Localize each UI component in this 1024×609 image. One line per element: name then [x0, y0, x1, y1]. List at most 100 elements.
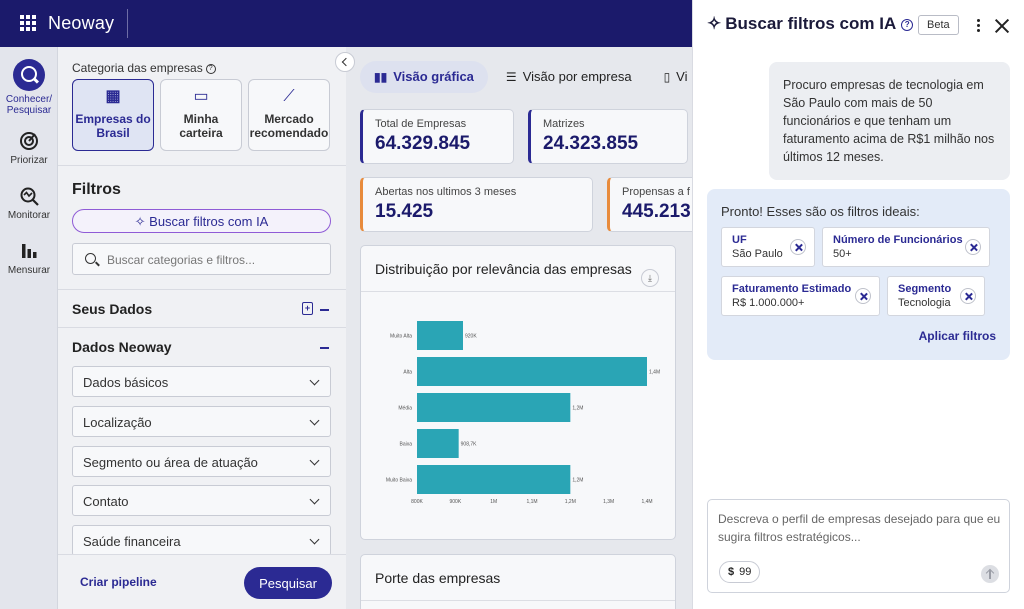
kpi-propensas: Propensas a f 445.213	[607, 177, 692, 232]
collapse-icon[interactable]	[320, 309, 329, 311]
tab-visao-por-empresa[interactable]: ☰ Visão por empresa	[492, 61, 646, 93]
rail-item-label: Priorizar	[10, 155, 48, 166]
porte-card-title: Porte das empresas	[375, 570, 501, 586]
chart-card-title: Distribuição por relevância das empresas	[375, 261, 632, 277]
porte-card: Porte das empresas	[360, 554, 676, 609]
chevron-down-icon	[309, 415, 320, 426]
data-label: 920K	[465, 334, 477, 340]
filter-panel: Categoria das empresas? ▦ Empresas do Br…	[58, 47, 346, 609]
sparkle-icon: ✧	[707, 14, 722, 33]
group-seus-dados[interactable]: Seus Dados +	[72, 301, 331, 317]
monitor-icon	[20, 187, 39, 206]
card-divider	[361, 291, 675, 292]
more-vertical-icon[interactable]	[977, 19, 981, 35]
relevance-bar-chart: Muito Alta 920K Alta 1,4M Média 1,2M Baixa 908,…	[386, 321, 660, 505]
x-tick-label: 1,1M	[526, 499, 537, 505]
bar-chart-icon: ▮▮	[374, 70, 388, 84]
neoway-logo[interactable]: Neoway	[48, 13, 115, 33]
view-tabs: ▮▮ Visão gráfica ☰ Visão por empresa ▯ Vi	[360, 61, 692, 95]
building-icon: ▦	[105, 88, 121, 105]
tab-visao-grafica[interactable]: ▮▮ Visão gráfica	[360, 61, 488, 93]
download-icon[interactable]: ⤓	[641, 269, 659, 287]
search-button[interactable]: Pesquisar	[244, 567, 332, 599]
ai-filter-search-button[interactable]: ✧ Buscar filtros com IA	[72, 209, 331, 233]
dropdown-dados-basicos[interactable]: Dados básicos	[72, 366, 331, 397]
rail-item-label: Monitorar	[7, 210, 51, 221]
x-tick-label: 1M	[490, 499, 497, 505]
filter-chip-segmento: Segmento Tecnologia	[887, 276, 985, 316]
rail-item-label: Mensurar	[7, 265, 51, 276]
rail-item-mensurar[interactable]: Mensurar	[0, 240, 58, 276]
create-pipeline-button[interactable]: Criar pipeline	[80, 575, 157, 589]
beta-badge: Beta	[918, 15, 959, 35]
chevron-down-icon	[309, 534, 320, 545]
app-area: Conhecer/ Pesquisar Priorizar Monitorar …	[0, 47, 692, 609]
filter-search-box	[72, 243, 331, 275]
card-divider	[361, 600, 675, 601]
rail-item-monitorar[interactable]: Monitorar	[0, 185, 58, 221]
kpi-matrizes: Matrizes 24.323.855	[528, 109, 688, 164]
dollar-icon: $	[728, 566, 735, 578]
relevance-chart-card: Distribuição por relevância das empresas…	[360, 245, 676, 540]
dropdown-saude-financeira[interactable]: Saúde financeira	[72, 525, 331, 556]
filter-search-input[interactable]	[107, 250, 322, 270]
dropdown-localizacao[interactable]: Localização	[72, 406, 331, 437]
y-tick-label: Média	[398, 406, 412, 412]
user-message: Procuro empresas de tecnologia em São Pa…	[769, 62, 1010, 180]
bar-chart-icon	[22, 244, 37, 258]
y-tick-label: Muito Alta	[390, 334, 412, 340]
filter-chip-faturamento: Faturamento Estimado R$ 1.000.000+	[721, 276, 880, 316]
category-cards: ▦ Empresas do Brasil ▭ Minha carteira ⟋ …	[72, 79, 330, 151]
briefcase-icon: ▭	[193, 88, 209, 105]
ai-panel-title: ✧ Buscar filtros com IA?	[707, 14, 914, 34]
send-arrow-icon[interactable]	[981, 565, 999, 583]
collapse-panel-button[interactable]	[335, 52, 355, 72]
category-card-minha-carteira[interactable]: ▭ Minha carteira	[160, 79, 242, 151]
collapse-icon[interactable]	[320, 347, 329, 349]
remove-chip-icon[interactable]	[790, 239, 806, 255]
dropdown-segmento[interactable]: Segmento ou área de atuação	[72, 446, 331, 477]
bar	[417, 465, 571, 494]
category-card-empresas-do-brasil[interactable]: ▦ Empresas do Brasil	[72, 79, 154, 151]
bar	[417, 321, 463, 350]
data-label: 1,4M	[649, 370, 660, 376]
filter-footer: Criar pipeline Pesquisar	[58, 554, 346, 609]
rail-item-priorizar[interactable]: Priorizar	[0, 130, 58, 166]
chevron-down-icon	[309, 494, 320, 505]
remove-chip-icon[interactable]	[960, 288, 976, 304]
category-card-mercado-recomendado[interactable]: ⟋ Mercado recomendado	[248, 79, 330, 151]
x-tick-label: 900K	[449, 499, 461, 505]
remove-chip-icon[interactable]	[855, 288, 871, 304]
tab-map-view[interactable]: ▯ Vi	[650, 61, 692, 93]
top-bar: Neoway	[0, 0, 692, 47]
sparkle-icon: ✧	[134, 213, 150, 229]
help-icon[interactable]: ?	[205, 63, 216, 74]
bar	[417, 357, 647, 386]
x-tick-label: 1,2M	[565, 499, 576, 505]
y-tick-label: Alta	[403, 370, 412, 376]
help-icon[interactable]: ?	[901, 18, 914, 31]
bar	[417, 429, 459, 458]
kpi-abertas-3-meses: Abertas nos ultimos 3 meses 15.425	[360, 177, 593, 232]
rail-item-conhecer[interactable]: Conhecer/ Pesquisar	[0, 59, 58, 116]
x-tick-label: 800K	[411, 499, 423, 505]
credits-badge: $99	[719, 561, 761, 583]
ai-composer: $99	[707, 499, 1010, 593]
close-icon[interactable]	[993, 17, 1011, 35]
target-icon	[20, 132, 38, 150]
add-file-icon[interactable]: +	[302, 302, 313, 315]
kpi-total-empresas: Total de Empresas 64.329.845	[360, 109, 514, 164]
category-title: Categoria das empresas?	[72, 61, 216, 75]
apply-filters-button[interactable]: Aplicar filtros	[918, 329, 996, 343]
y-tick-label: Baixa	[399, 442, 412, 448]
bar	[417, 393, 571, 422]
remove-chip-icon[interactable]	[965, 239, 981, 255]
map-icon: ▯	[663, 70, 671, 84]
data-label: 908,7K	[461, 442, 478, 448]
apps-grid-icon[interactable]	[20, 15, 36, 31]
group-dados-neoway[interactable]: Dados Neoway	[72, 339, 331, 355]
dropdown-contato[interactable]: Contato	[72, 485, 331, 516]
chevron-down-icon	[309, 455, 320, 466]
ai-response-title: Pronto! Esses são os filtros ideais:	[721, 204, 920, 219]
ai-prompt-input[interactable]	[718, 510, 1001, 550]
